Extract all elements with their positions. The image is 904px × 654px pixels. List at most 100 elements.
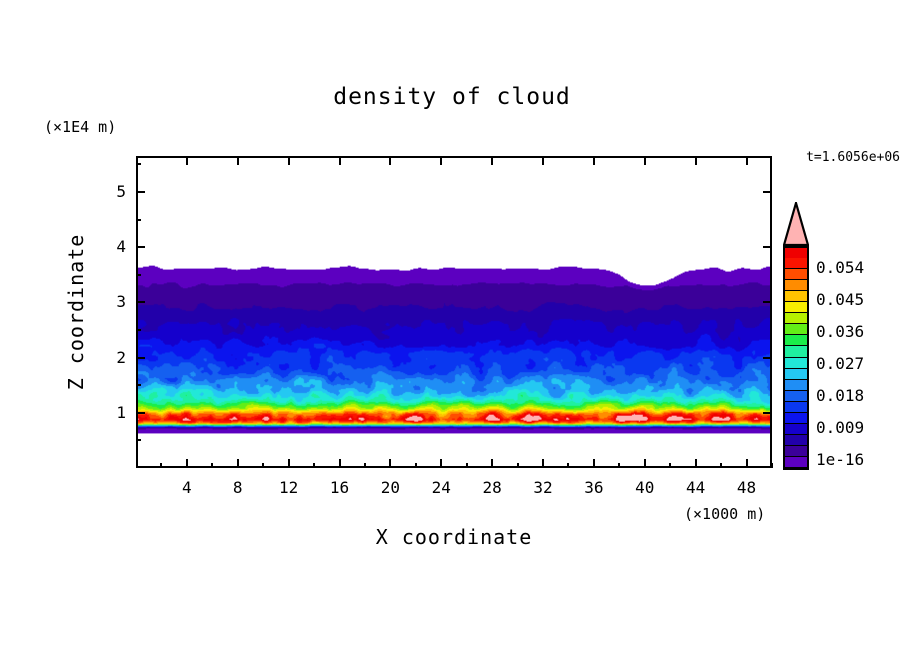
x-axis-tick-label: 28 [482, 478, 502, 497]
x-axis-major-tick-top [542, 156, 545, 165]
y-axis-tick-label: 4 [116, 237, 126, 257]
colorbar-segment [785, 423, 807, 435]
x-axis-major-tick [338, 459, 341, 468]
colorbar-segment [785, 248, 807, 259]
colorbar-tick-label: 0.009 [816, 418, 865, 437]
y-axis-minor-tick [136, 273, 141, 276]
x-axis-tick-label: 40 [635, 478, 655, 497]
x-axis-minor-tick [313, 463, 316, 468]
x-axis-major-tick [287, 459, 290, 468]
y-axis-minor-tick [136, 218, 141, 221]
x-axis-major-tick [542, 459, 545, 468]
x-axis-major-tick-top [491, 156, 494, 165]
x-axis-minor-tick [618, 463, 621, 468]
y-axis-major-tick [136, 356, 145, 359]
x-axis-major-tick-top [694, 156, 697, 165]
y-axis-minor-tick [136, 439, 141, 442]
x-axis-major-tick [185, 459, 188, 468]
x-axis-minor-tick [262, 463, 265, 468]
x-axis-major-tick [491, 459, 494, 468]
x-axis-tick-label: 8 [232, 478, 243, 497]
colorbar-tick-label: 0.054 [816, 258, 865, 277]
x-axis-minor-tick [211, 463, 214, 468]
colorbar-segment [785, 291, 807, 303]
colorbar-segment [785, 445, 807, 457]
colorbar-segment [785, 324, 807, 336]
x-axis-minor-tick [465, 463, 468, 468]
plot-area [136, 156, 772, 468]
density-field-heatmap [138, 158, 770, 466]
colorbar-tick-label: 0.018 [816, 386, 865, 405]
y-axis-major-tick [136, 246, 145, 249]
y-axis-tick-label: 3 [116, 292, 126, 312]
x-axis-tick-label: 32 [533, 478, 553, 497]
colorbar-segment [785, 412, 807, 424]
x-axis-tick-label: 20 [380, 478, 401, 497]
x-axis-major-tick-top [745, 156, 748, 165]
y-axis-unit-label: (×1E4 m) [44, 118, 117, 136]
x-axis-tick-label: 24 [431, 478, 451, 497]
colorbar-segment [785, 390, 807, 402]
y-axis-major-tick-right [763, 356, 772, 359]
x-axis-major-tick [440, 459, 443, 468]
x-axis-tick-label: 36 [584, 478, 604, 497]
colorbar-segment [785, 456, 807, 468]
x-axis-major-tick-top [338, 156, 341, 165]
colorbar-tick-label: 1e-16 [816, 450, 865, 469]
colorbar-segment [785, 313, 807, 325]
x-axis-major-tick-top [643, 156, 646, 165]
colorbar-tick-label: 0.036 [816, 322, 865, 341]
colorbar-overflow-arrow [783, 202, 809, 246]
x-axis-major-tick [643, 459, 646, 468]
x-axis-major-tick-top [236, 156, 239, 165]
y-axis-tick-label: 5 [116, 181, 126, 201]
y-axis-major-tick-right [763, 301, 772, 304]
x-axis-unit-label: (×1000 m) [684, 505, 766, 523]
y-axis-major-tick [136, 190, 145, 193]
x-axis-tick-label: 12 [278, 478, 299, 497]
x-axis-tick-label: 44 [686, 478, 706, 497]
page-title: density of cloud [333, 84, 571, 110]
colorbar-segment [785, 258, 807, 270]
x-axis-major-tick-top [592, 156, 595, 165]
y-axis-major-tick-right [763, 246, 772, 249]
x-axis-major-tick [745, 459, 748, 468]
x-axis-major-tick [389, 459, 392, 468]
colorbar-scale [783, 246, 809, 470]
x-axis-major-tick-top [287, 156, 290, 165]
colorbar-segment [785, 434, 807, 446]
y-axis-tick-label: 2 [116, 347, 126, 367]
x-axis-minor-tick [771, 463, 773, 468]
x-axis-major-tick [694, 459, 697, 468]
colorbar-tick-label: 0.027 [816, 354, 865, 373]
colorbar-segment [785, 368, 807, 380]
y-axis-title: Z coordinate [64, 233, 88, 391]
x-axis-minor-tick [567, 463, 570, 468]
x-axis-minor-tick [720, 463, 723, 468]
x-axis-tick-label: 16 [329, 478, 350, 497]
y-axis-major-tick-right [763, 411, 772, 414]
x-axis-major-tick [592, 459, 595, 468]
colorbar-segment [785, 302, 807, 314]
colorbar-segment [785, 269, 807, 281]
y-axis-minor-tick [136, 163, 141, 166]
colorbar-segment [785, 357, 807, 369]
x-axis-major-tick-top [440, 156, 443, 165]
x-axis-minor-tick [160, 463, 163, 468]
y-axis-major-tick [136, 411, 145, 414]
y-axis-major-tick [136, 301, 145, 304]
x-axis-minor-tick [414, 463, 417, 468]
colorbar-segment [785, 335, 807, 347]
x-axis-major-tick-top [389, 156, 392, 165]
y-axis-major-tick-right [763, 190, 772, 193]
colorbar-segment [785, 401, 807, 413]
x-axis-tick-label: 4 [182, 478, 192, 497]
colorbar-segment [785, 280, 807, 292]
x-axis-minor-tick [363, 463, 366, 468]
y-axis-minor-tick [136, 384, 141, 387]
timestamp-annotation: t=1.6056e+06 [806, 150, 900, 165]
x-axis-major-tick [236, 459, 239, 468]
x-axis-minor-tick [669, 463, 672, 468]
colorbar-segment [785, 346, 807, 358]
